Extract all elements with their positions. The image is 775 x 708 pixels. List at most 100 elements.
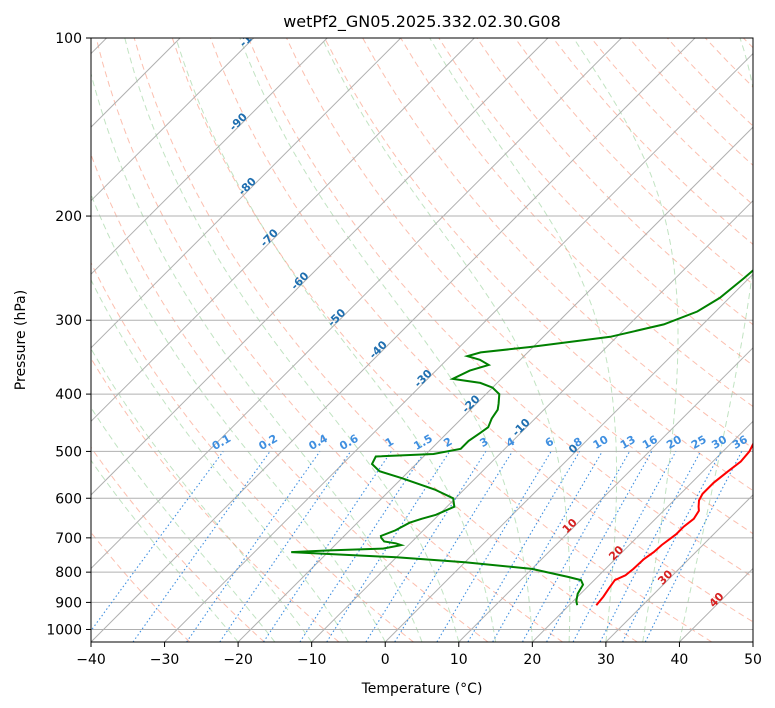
y-axis-ticks: 100 200 300 400 500 600 700 800 900 1000 — [46, 31, 91, 638]
isotherm-line — [91, 38, 475, 423]
mixing-ratio-line — [365, 451, 487, 642]
mixing-ratio-line — [186, 451, 321, 642]
isotherm-line — [531, 420, 753, 642]
dry-adiabat-line — [171, 38, 713, 642]
dry-adiabats — [91, 38, 753, 642]
isotherm-line — [605, 494, 753, 642]
x-tick-label: 50 — [744, 652, 762, 668]
dry-adiabat-line — [133, 38, 638, 642]
dry-adiabat-line — [91, 261, 414, 642]
y-tick-label: 100 — [55, 31, 82, 47]
mixing-ratio-label: 3 — [477, 435, 490, 450]
mixing-ratio-label: 16 — [640, 433, 660, 452]
mixing-ratio-label: 10 — [591, 433, 611, 452]
mixing-ratio-label: 0.2 — [257, 432, 280, 453]
x-tick-label: 20 — [523, 652, 541, 668]
moist-adiabat-line — [573, 38, 679, 642]
x-tick-label: 10 — [450, 652, 468, 668]
mixing-ratio-label: 0.4 — [306, 432, 330, 453]
isotherm-line — [752, 641, 753, 642]
moist-adiabats — [91, 38, 753, 642]
mixing-ratio-line — [572, 451, 677, 642]
mixing-ratio-label: 30 — [709, 433, 729, 452]
moist-adiabat-line — [91, 71, 423, 642]
moist-adiabat-line — [321, 38, 571, 642]
dry-adiabat-line — [743, 38, 753, 49]
mixing-ratio-line — [219, 451, 352, 642]
isotherm-label: -50 — [325, 306, 348, 329]
y-tick-label: 300 — [55, 313, 82, 329]
y-tick-label: 900 — [55, 595, 82, 611]
mixing-ratio-line — [394, 451, 513, 642]
moist-adiabat-line — [239, 38, 533, 642]
isotherm-label: -60 — [288, 269, 311, 292]
dry-adiabat-line — [95, 38, 563, 642]
x-tick-label: 40 — [671, 652, 689, 668]
mixing-ratio-line — [546, 451, 653, 642]
mixing-ratio-line — [299, 451, 426, 642]
isotherm-line — [91, 38, 255, 202]
isotherm-line — [311, 199, 753, 642]
isotherm-line — [91, 38, 622, 570]
isotherm-line — [164, 52, 753, 642]
moist-adiabat-line — [678, 38, 753, 642]
isotherm-line — [458, 347, 753, 642]
isotherm-line — [91, 38, 696, 642]
isotherm-label: -10 — [510, 416, 533, 439]
moist-adiabat-line — [91, 278, 349, 642]
dry-adiabat-line — [91, 446, 265, 642]
isotherm-label: -70 — [258, 226, 281, 249]
moist-adiabat-line — [91, 459, 239, 642]
mixing-ratio-line — [132, 451, 271, 642]
mixing-ratio-label: 25 — [689, 433, 709, 452]
moist-adiabat-line — [91, 347, 313, 642]
moist-adiabat-line — [175, 38, 497, 642]
dry-adiabat-line — [438, 38, 753, 366]
x-tick-label: −40 — [76, 652, 106, 668]
mixing-ratio-label: 36 — [730, 433, 750, 452]
isotherms — [91, 38, 753, 642]
y-tick-label: 600 — [55, 491, 82, 507]
x-tick-label: 0 — [381, 652, 390, 668]
y-tick-label: 800 — [55, 565, 82, 581]
y-tick-label: 400 — [55, 387, 82, 403]
y-tick-label: 700 — [55, 531, 82, 547]
mixing-ratio-lines — [91, 451, 743, 642]
dry-adiabat-line — [91, 153, 489, 642]
mixing-ratio-line — [644, 451, 743, 642]
mixing-ratio-label: 2 — [441, 435, 454, 450]
isotherm-label: -30 — [412, 367, 435, 390]
isotherm-label: 40 — [707, 590, 727, 610]
dry-adiabat-line — [666, 38, 753, 127]
y-tick-label: 1000 — [46, 622, 82, 638]
isotherm-line — [237, 126, 753, 642]
temperature-profile-line — [595, 442, 753, 606]
dry-adiabat-line — [514, 38, 753, 285]
x-tick-label: 30 — [597, 652, 615, 668]
x-tick-label: −10 — [297, 652, 327, 668]
x-axis-label: Temperature (°C) — [361, 681, 483, 697]
plot-frame — [90, 37, 754, 643]
dry-adiabat-line — [209, 38, 753, 623]
mixing-ratio-line — [522, 451, 631, 642]
mixing-ratio-line — [326, 451, 451, 642]
dry-adiabat-line — [286, 38, 753, 535]
dry-adiabat-line — [91, 357, 340, 642]
isotherm-line — [91, 38, 402, 349]
moist-adiabat-line — [124, 38, 460, 642]
isotherm-line — [384, 273, 753, 642]
moist-adiabat-line — [91, 193, 386, 642]
mixing-ratio-line — [467, 451, 581, 642]
isotherm-label: -90 — [227, 110, 250, 133]
dewpoint-profile-line — [291, 269, 753, 606]
y-tick-label: 200 — [55, 209, 82, 225]
x-tick-label: −20 — [223, 652, 253, 668]
profile-series — [291, 269, 753, 606]
mixing-ratio-label: 1 — [383, 435, 396, 450]
isotherm-line — [91, 38, 549, 496]
isotherm-label: -20 — [459, 392, 482, 415]
isotherm-label: 10 — [560, 516, 580, 536]
y-tick-label: 500 — [55, 444, 82, 460]
dry-adiabat-line — [324, 38, 753, 492]
isotherm-label: -40 — [367, 338, 390, 361]
